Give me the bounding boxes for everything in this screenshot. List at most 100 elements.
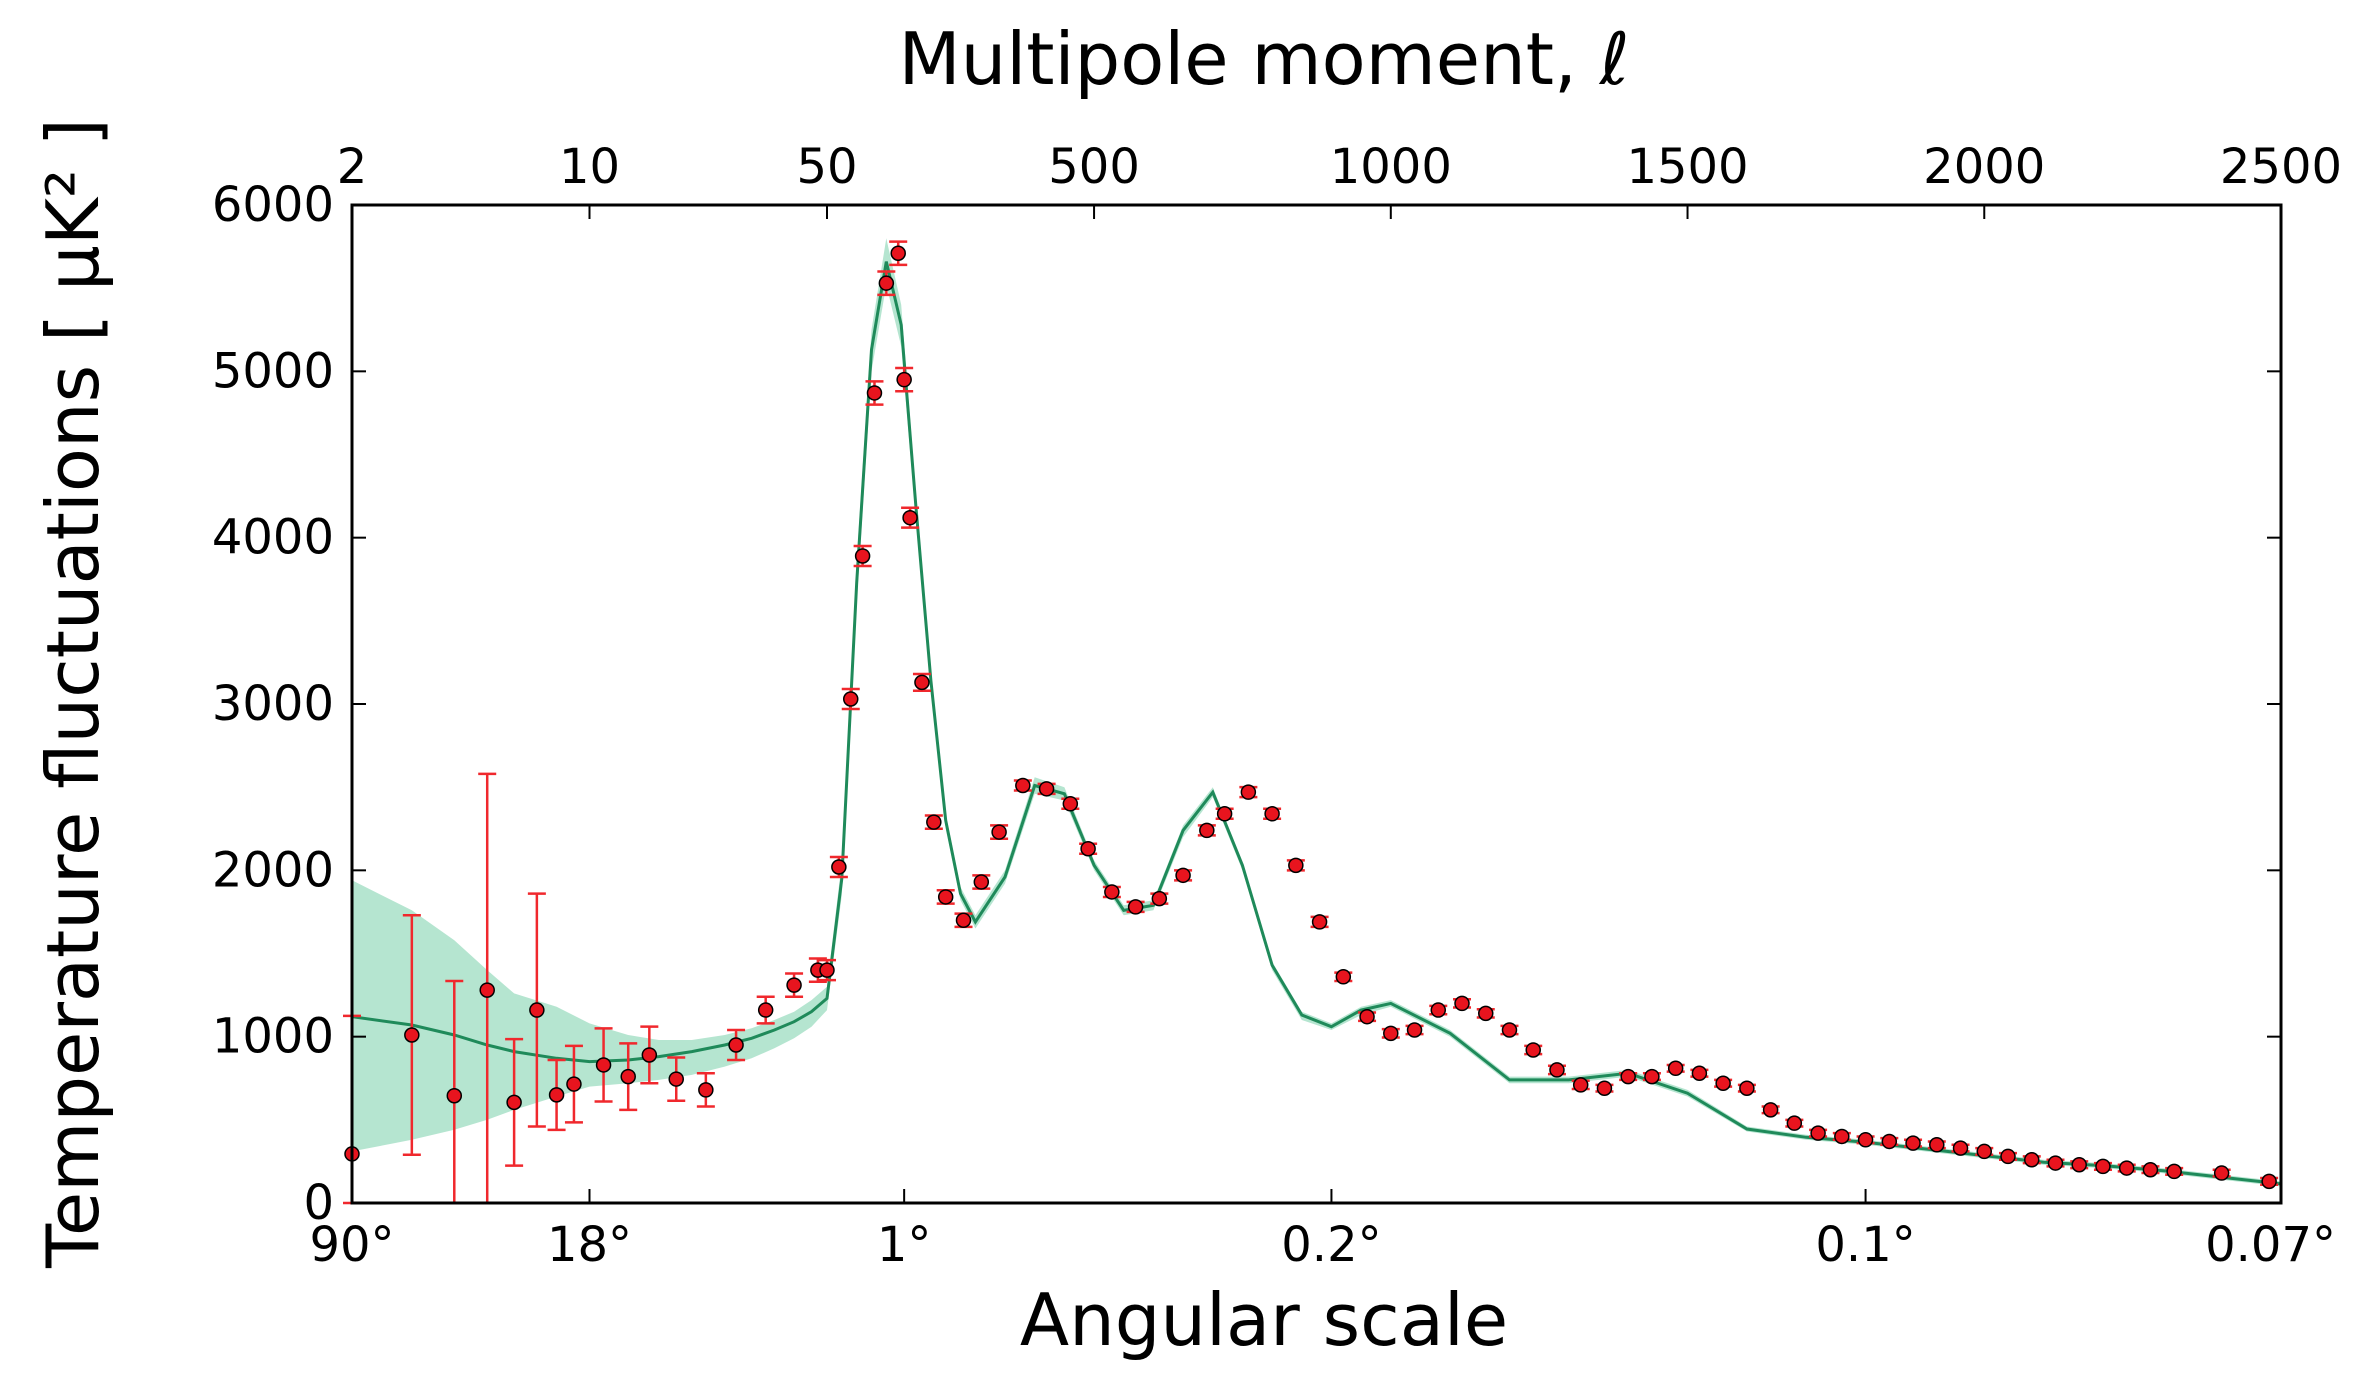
data-point-marker [1810, 1125, 1826, 1141]
data-point-62 [1714, 1075, 1733, 1091]
data-point-marker [2118, 1160, 2135, 1176]
data-point-marker [1062, 796, 1079, 812]
data-point-55 [1547, 1062, 1566, 1078]
bottom-tick-label: 1° [877, 1217, 932, 1273]
data-point-17 [818, 958, 836, 982]
data-point-42 [1239, 784, 1258, 800]
y-tick-label: 5000 [212, 343, 334, 399]
data-point-marker [1199, 822, 1215, 839]
data-point-marker [1127, 899, 1144, 915]
data-point-marker [566, 1076, 582, 1092]
data-point-marker [2095, 1158, 2111, 1175]
data-point-marker [1104, 884, 1120, 900]
data-point-marker [955, 912, 972, 928]
data-point-marker [404, 1027, 420, 1043]
data-point-marker [1834, 1128, 1850, 1145]
data-point-marker [1430, 1002, 1447, 1018]
bottom-tick-label: 0.07° [2205, 1217, 2336, 1273]
top-tick-label: 10 [559, 139, 620, 195]
data-point-9 [619, 1042, 638, 1112]
data-point-59 [1642, 1068, 1661, 1085]
data-point-marker [506, 1094, 522, 1111]
data-point-53 [1500, 1022, 1519, 1038]
data-point-20 [853, 544, 872, 568]
data-point-marker [1151, 890, 1168, 907]
data-point-marker [786, 977, 802, 993]
data-point-marker [1406, 1022, 1423, 1038]
data-point-32 [1013, 777, 1032, 794]
data-point-marker [2023, 1152, 2040, 1168]
data-point-23 [889, 240, 908, 267]
data-point-marker [1175, 867, 1191, 884]
data-point-marker [479, 982, 495, 998]
data-point-21 [865, 380, 884, 406]
data-point-marker [819, 962, 835, 978]
data-point-marker [1857, 1132, 1874, 1148]
data-point-marker [1739, 1080, 1755, 1096]
y-tick-label: 2000 [212, 842, 334, 898]
data-point-marker [890, 245, 906, 261]
data-point-18 [829, 855, 848, 879]
data-point-61 [1690, 1065, 1709, 1082]
data-point-45 [1310, 914, 1329, 930]
bottom-tick-label: 0.2° [1281, 1217, 1381, 1273]
bottom-tick-label: 0.1° [1815, 1217, 1915, 1273]
data-point-38 [1150, 890, 1169, 907]
data-point-marker [1976, 1143, 1993, 1160]
data-point-82 [2212, 1165, 2231, 1181]
data-point-47 [1358, 1008, 1377, 1025]
data-point-83 [2260, 1173, 2279, 1190]
data-point-marker [937, 889, 954, 905]
data-point-10 [640, 1025, 659, 1085]
data-point-marker [1762, 1102, 1779, 1118]
data-point-marker [1620, 1068, 1636, 1085]
top-tick-label: 50 [796, 139, 857, 195]
y-tick-label: 1000 [212, 1009, 334, 1065]
data-point-63 [1737, 1080, 1756, 1096]
data-point-68 [1856, 1132, 1875, 1148]
data-point-77 [2070, 1156, 2089, 1173]
data-point-46 [1334, 969, 1353, 985]
data-point-marker [446, 1087, 463, 1104]
data-point-79 [2117, 1160, 2136, 1176]
data-point-1 [402, 913, 421, 1157]
y-tick-label: 6000 [212, 177, 334, 233]
data-point-57 [1595, 1080, 1614, 1096]
data-point-marker [1478, 1005, 1494, 1022]
data-point-marker [1311, 914, 1328, 930]
data-point-13 [727, 1028, 746, 1062]
data-point-marker [1080, 840, 1096, 857]
top-axis-title: Multipole moment, ℓ [899, 17, 1630, 101]
data-point-7 [564, 1044, 583, 1124]
data-point-marker [842, 691, 859, 707]
data-point-29 [954, 912, 973, 929]
data-point-marker [1240, 784, 1257, 800]
data-point-marker [878, 275, 895, 291]
data-point-marker [1881, 1133, 1898, 1150]
data-point-marker [1288, 857, 1304, 874]
bottom-tick-label: 90° [309, 1217, 394, 1273]
data-point-marker [698, 1082, 714, 1098]
data-point-8 [594, 1027, 613, 1103]
data-point-marker [2071, 1156, 2087, 1173]
data-point-marker [1691, 1065, 1708, 1082]
data-point-60 [1666, 1060, 1685, 1077]
plot-area [343, 238, 2282, 1205]
data-point-marker [2166, 1163, 2182, 1180]
data-point-marker [1454, 995, 1470, 1012]
data-point-marker [914, 674, 930, 691]
data-point-marker [854, 548, 871, 564]
data-point-marker [1501, 1022, 1518, 1038]
data-point-marker [595, 1057, 612, 1073]
data-point-52 [1476, 1005, 1495, 1022]
data-point-30 [972, 874, 991, 890]
data-point-50 [1429, 1002, 1448, 1018]
bottom-tick-label: 18° [547, 1217, 632, 1273]
data-point-71 [1927, 1137, 1946, 1153]
data-point-58 [1619, 1068, 1638, 1085]
data-point-marker [548, 1087, 565, 1103]
data-point-40 [1197, 822, 1216, 839]
data-point-74 [1999, 1148, 2018, 1165]
